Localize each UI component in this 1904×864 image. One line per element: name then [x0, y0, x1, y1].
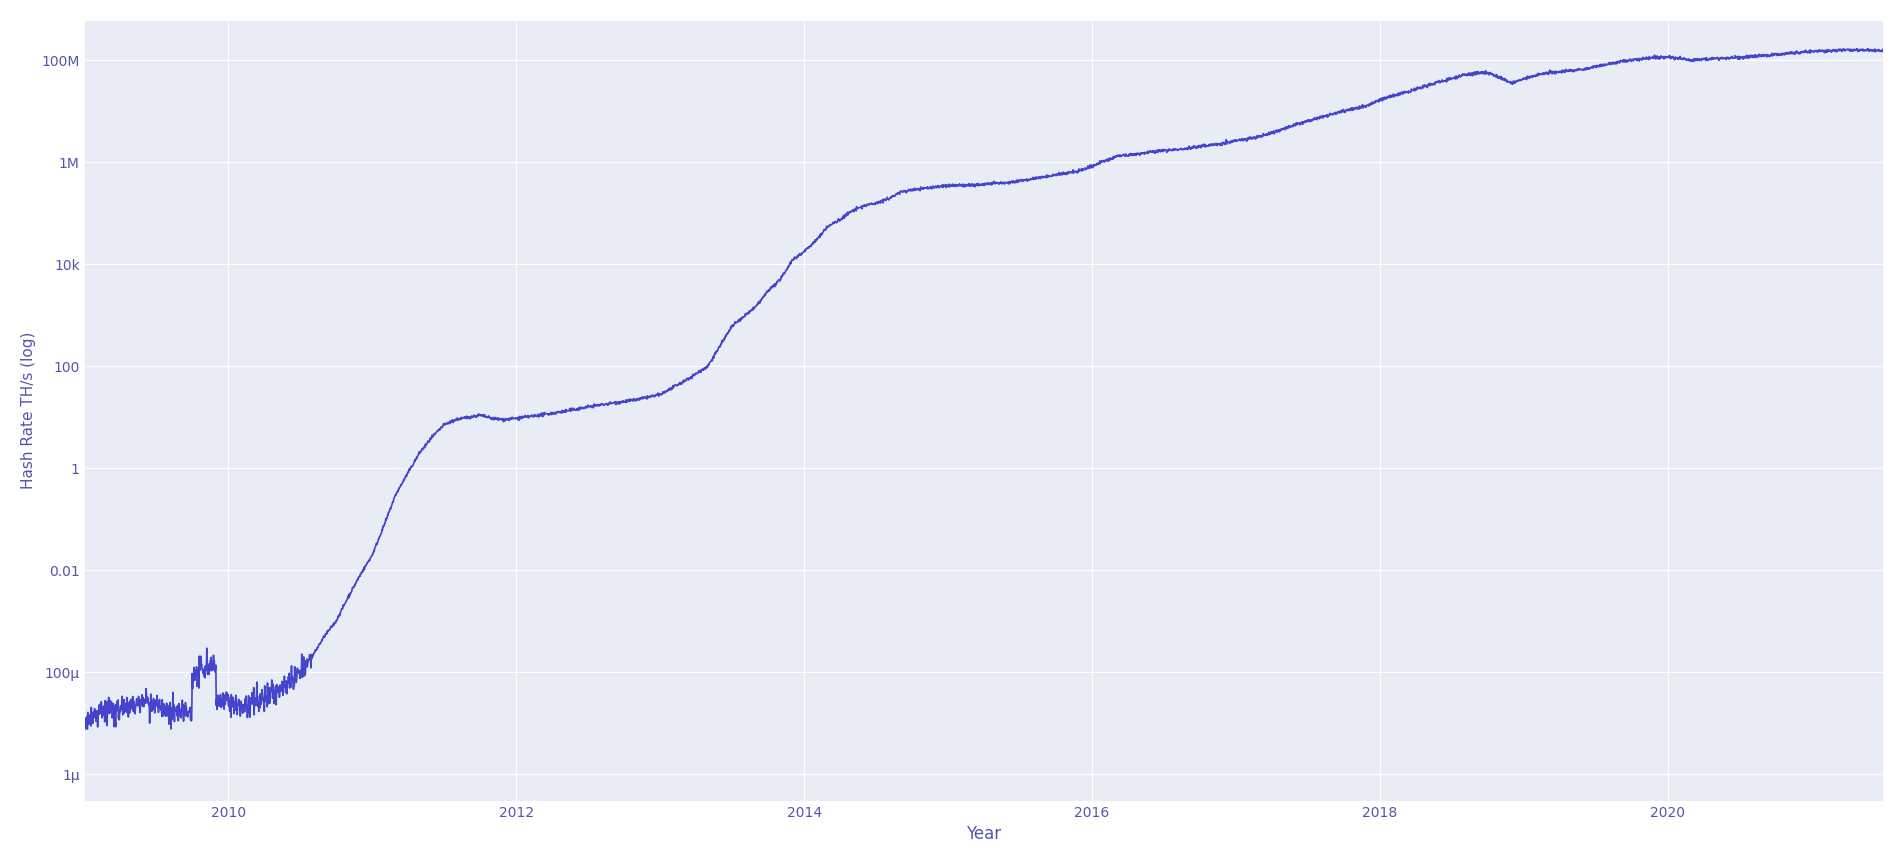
Y-axis label: Hash Rate TH/s (log): Hash Rate TH/s (log) — [21, 332, 36, 490]
X-axis label: Year: Year — [967, 825, 1002, 843]
